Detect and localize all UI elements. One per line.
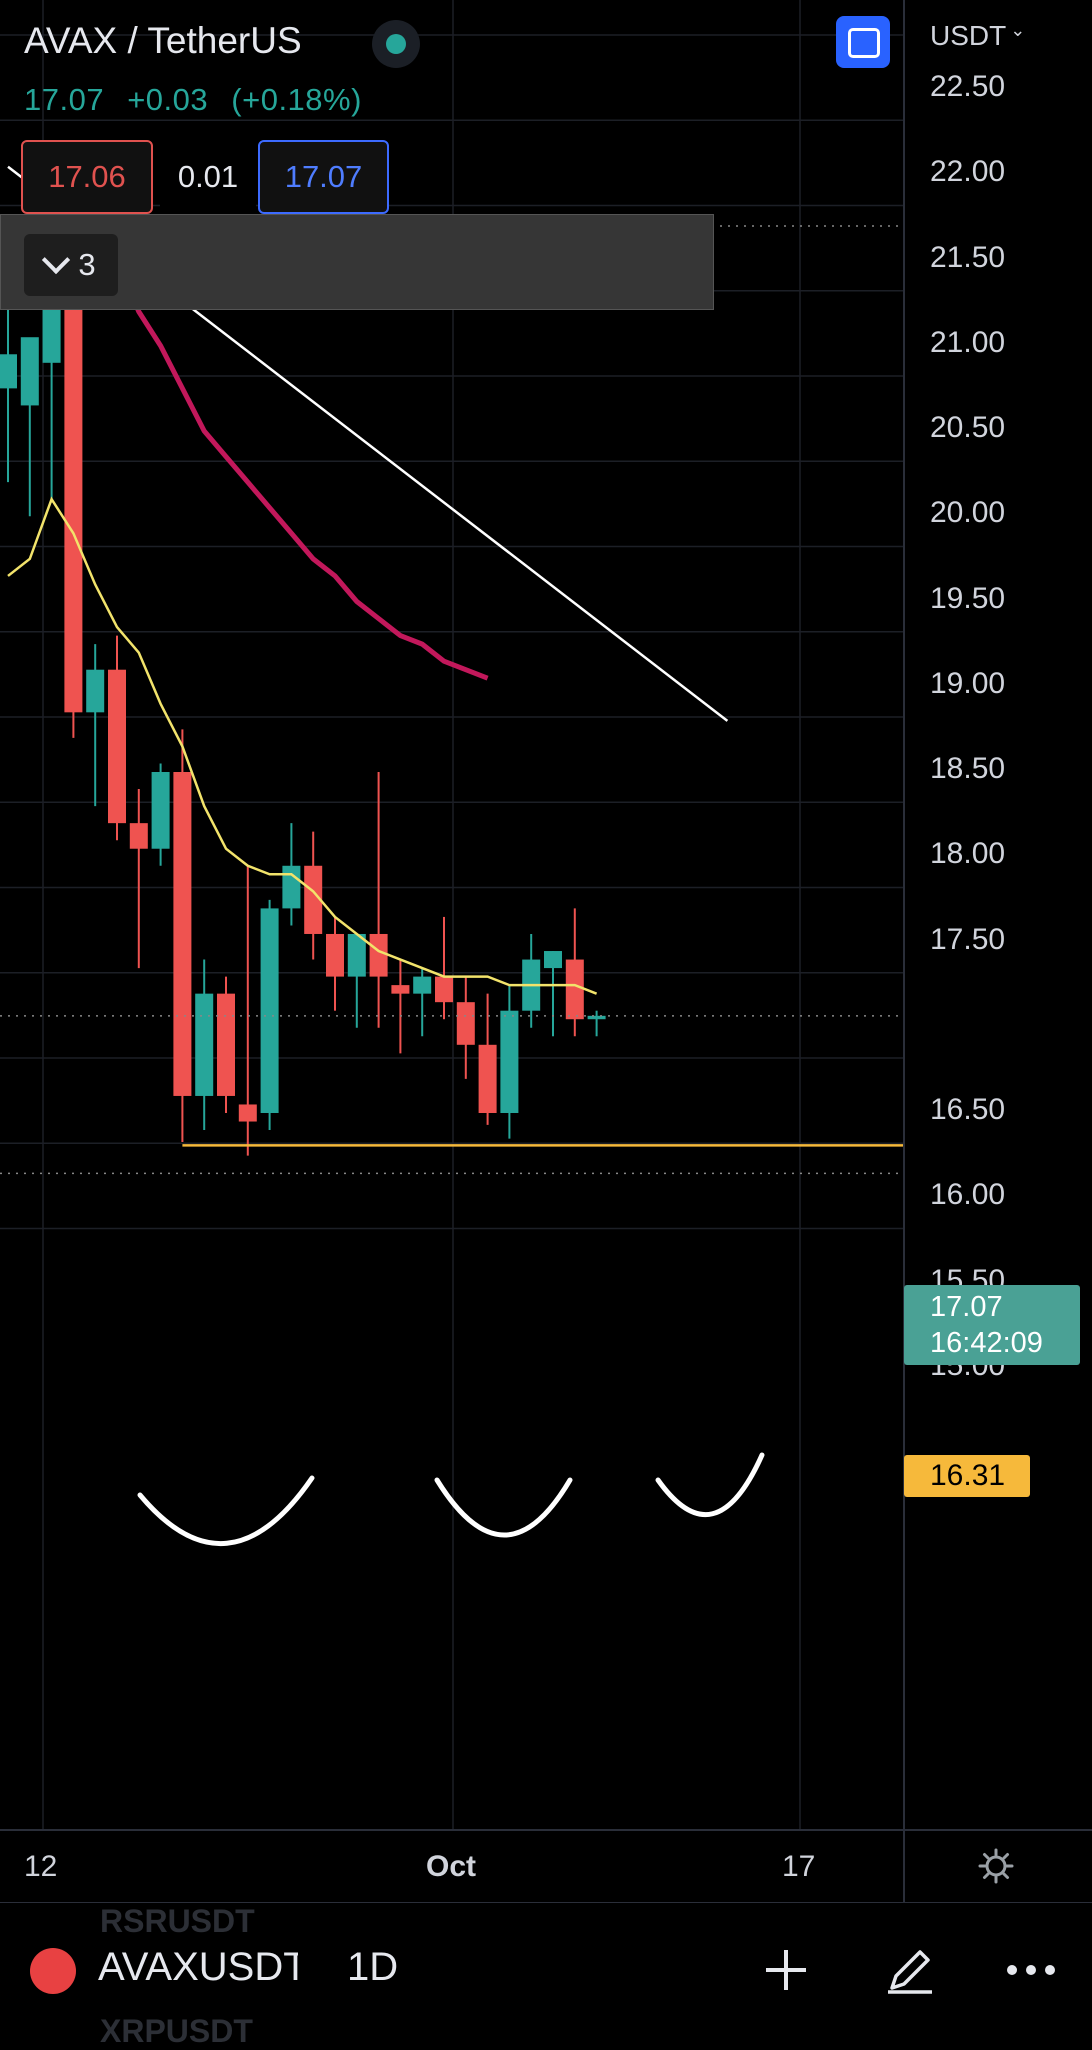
last-price-badge-value: 17.07 (930, 1291, 1003, 1323)
candle-body (369, 933, 388, 977)
candle-body (478, 1044, 497, 1113)
price-tick: 18.00 (930, 837, 1006, 871)
candle-body (108, 669, 126, 824)
price-tick: 20.00 (930, 496, 1006, 530)
candle-body (304, 865, 323, 934)
candle-body (391, 985, 410, 994)
time-tick-17: 17 (782, 1850, 816, 1883)
candle-body (64, 251, 83, 713)
symbol-title[interactable]: AVAX / TetherUS (24, 20, 302, 61)
candle-body (260, 908, 279, 1113)
spread-value: 0.01 (160, 140, 256, 214)
candle-body (587, 1015, 606, 1020)
countdown-timer: 16:42:09 (930, 1327, 1043, 1359)
ma-fast-line (7, 496, 598, 995)
price-summary: 17.07 +0.03 (+0.18%) (24, 82, 376, 118)
pencil-icon[interactable] (884, 1944, 936, 1996)
candle-body (500, 1010, 519, 1113)
indicators-count: 3 (78, 247, 96, 282)
last-price: 17.07 (24, 82, 105, 117)
candle-body (86, 669, 105, 713)
change-pct: (+0.18%) (231, 82, 362, 117)
price-tick: 16.50 (930, 1093, 1006, 1126)
candle-body (20, 337, 39, 406)
price-tick: 19.00 (930, 666, 1006, 700)
plus-icon[interactable] (764, 1948, 808, 1992)
price-tick: 21.00 (930, 325, 1006, 359)
arc-annotation-1 (137, 1475, 315, 1546)
chevron-down-icon (42, 245, 71, 275)
price-chart[interactable] (0, 0, 1092, 1902)
ghost-symbol-below: XRPUSDT (100, 2013, 253, 2049)
bottom-toolbar: RSRUSDT XRPUSDT (0, 1902, 1092, 2049)
support-price-badge: 16.31 (904, 1455, 1030, 1497)
price-tick: 20.50 (930, 411, 1006, 444)
time-tick-oct: Oct (426, 1850, 477, 1883)
candle-body (129, 823, 148, 849)
currency-label: USDT (930, 20, 1007, 51)
more-icon[interactable] (1006, 1960, 1056, 1980)
price-tick: 18.50 (930, 752, 1006, 785)
price-tick: 16.00 (930, 1178, 1006, 1212)
avax-logo-icon (30, 1948, 76, 1994)
candle-body (238, 1104, 257, 1122)
candle-body (565, 959, 584, 1020)
last-price-badge: 17.07 16:42:09 (904, 1285, 1080, 1365)
candle-body (347, 933, 366, 977)
candles-layer (0, 192, 606, 1156)
candle-body (326, 933, 344, 977)
indicators-toggle-button[interactable]: 3 (24, 234, 118, 296)
candle-body (151, 772, 170, 849)
candle-body (544, 951, 562, 969)
candle-body (435, 976, 453, 1003)
price-tick: 19.50 (930, 581, 1006, 615)
indicators-panel (0, 214, 714, 310)
time-tick-12: 12 (24, 1850, 58, 1883)
symbol-selector[interactable]: AVAXUSDT (98, 1945, 298, 1989)
sell-button[interactable]: 17.06 (21, 140, 153, 214)
candle-body (173, 772, 192, 1096)
candle-body (413, 976, 432, 994)
candle-body (0, 354, 17, 389)
candle-body (217, 993, 235, 1096)
arc-annotation-3 (655, 1452, 765, 1518)
candle-body (456, 1002, 475, 1045)
currency-selector[interactable]: USDT ⌄ (930, 20, 1025, 52)
candle-body (195, 993, 214, 1096)
price-tick: 22.50 (930, 70, 1006, 103)
price-tick: 17.50 (930, 922, 1006, 956)
timeframe-selector[interactable]: 1D (347, 1945, 399, 1989)
price-tick: 22.00 (930, 155, 1006, 189)
chevron-down-icon: ⌄ (1010, 20, 1026, 40)
ghost-symbol-above: RSRUSDT (100, 1903, 255, 1939)
market-status-icon[interactable] (372, 20, 420, 68)
candle-body (282, 865, 301, 909)
price-tick: 21.50 (930, 240, 1006, 274)
change-abs: +0.03 (127, 82, 209, 117)
buy-button[interactable]: 17.07 (258, 140, 389, 214)
fullscreen-icon[interactable] (836, 16, 890, 68)
arc-annotation-2 (434, 1477, 573, 1538)
chart-grid (0, 0, 904, 1830)
gear-icon[interactable] (978, 1848, 1014, 1884)
